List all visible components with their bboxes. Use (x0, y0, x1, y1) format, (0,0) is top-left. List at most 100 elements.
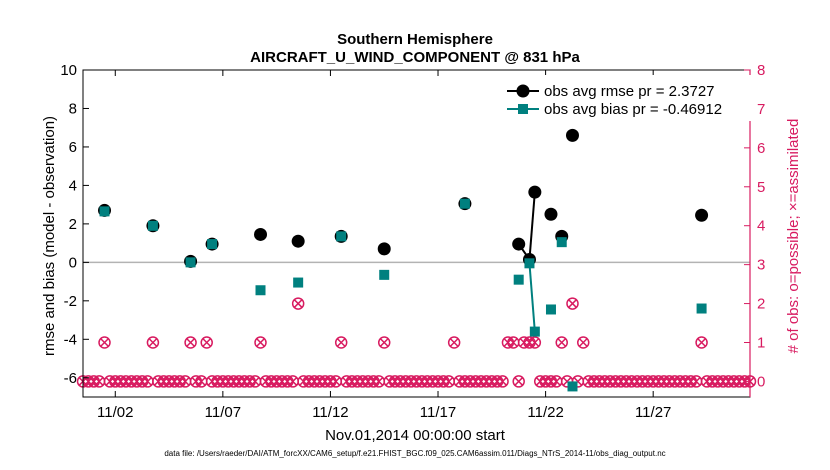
obs-count-possible (334, 336, 348, 349)
obs-count-zero-assimilated (180, 376, 190, 386)
obs-count-assimilated (508, 337, 518, 348)
bias-point (293, 277, 304, 288)
bias-point (255, 285, 266, 296)
x-tick-label: 11/12 (312, 404, 348, 421)
rmse-point (254, 227, 268, 241)
plot-area (83, 70, 750, 397)
obs-count-possible (254, 336, 267, 349)
y-tick-label: 2 (69, 216, 77, 233)
obs-count-possible (447, 336, 461, 349)
bias-point (524, 258, 535, 269)
obs-count-zero-assimilated (94, 376, 104, 386)
y-tick-label: 4 (69, 177, 77, 194)
obs-count-zero-assimilated (331, 376, 341, 386)
obs-count-assimilated (379, 337, 389, 348)
y-axis-label: rmse and bias (model - observation) (41, 116, 58, 356)
bias-point (545, 304, 556, 315)
obs-count-assimilated (697, 337, 707, 348)
plot-background (83, 70, 750, 397)
obs-count-assimilated (578, 337, 588, 348)
obs-count-possible (98, 336, 111, 349)
legend-rmse-label: obs avg rmse pr = 2.3727 (544, 83, 715, 100)
obs-count-possible (566, 297, 579, 310)
series-0-segment (528, 192, 536, 260)
obs-count-zero-possible (496, 375, 509, 388)
legend-bias-label: obs avg bias pr = -0.46912 (544, 101, 722, 118)
bias-point (185, 257, 196, 268)
legend-box (503, 75, 753, 121)
obs-count-possible (291, 297, 305, 310)
obs-count-zero-assimilated (196, 376, 206, 386)
legend-rmse-marker (516, 84, 530, 98)
obs-count-assimilated (336, 337, 346, 348)
y-tick-label: 8 (69, 100, 77, 117)
obs-count-possible (528, 336, 542, 349)
bias-point (99, 206, 110, 217)
rmse-point (291, 234, 305, 248)
obs-count-zero-assimilated (143, 376, 153, 386)
y-right-tick-label: 4 (757, 218, 765, 235)
obs-count-zero-possible (512, 375, 525, 388)
rmse-point (512, 237, 526, 251)
y-right-tick-label: 1 (757, 335, 765, 352)
obs-count-zero-assimilated (498, 376, 508, 386)
bias-point (556, 237, 567, 248)
obs-count-possible (184, 336, 197, 349)
chart-title-line-1: Southern Hemisphere (337, 31, 493, 48)
x-tick-label: 11/27 (635, 404, 671, 421)
y-tick-label: -6 (64, 370, 77, 387)
x-axis-label: Nov.01,2014 00:00:00 start (325, 427, 506, 444)
obs-count-assimilated (148, 337, 158, 348)
y-axis-right-label: # of obs: o=possible; ×=assimilated (785, 119, 802, 354)
obs-count-assimilated (449, 337, 459, 348)
y-tick-label: 0 (69, 254, 77, 271)
rmse-point (544, 207, 558, 221)
obs-count-zero-assimilated (250, 376, 260, 386)
obs-count-zero-assimilated (551, 376, 561, 386)
series-1-segment (528, 263, 536, 332)
bias-point (696, 303, 707, 314)
bias-point (513, 274, 524, 285)
y-tick-label: 6 (69, 139, 77, 156)
bias-point (379, 269, 390, 280)
bias-point (147, 220, 158, 231)
x-tick-label: 11/22 (527, 404, 563, 421)
obs-count-zero-assimilated (374, 376, 384, 386)
rmse-point (377, 242, 391, 256)
obs-count-assimilated (557, 337, 567, 348)
obs-count-zero-assimilated (444, 376, 454, 386)
y-right-tick-label: 7 (757, 101, 765, 118)
x-tick-label: 11/17 (420, 404, 456, 421)
obs-count-assimilated (202, 337, 212, 348)
obs-count-possible (146, 336, 160, 349)
rmse-point (695, 208, 709, 222)
y-tick-label: 10 (60, 62, 77, 79)
obs-count-possible (695, 336, 708, 349)
obs-count-assimilated (293, 299, 303, 309)
obs-count-markers (76, 297, 757, 388)
obs-count-assimilated (530, 337, 540, 348)
obs-count-zero-assimilated (288, 376, 298, 386)
bias-point (207, 239, 218, 250)
obs-count-possible (200, 336, 213, 349)
obs-count-possible (555, 336, 568, 349)
y-right-tick-label: 3 (757, 257, 765, 274)
y-right-tick-label: 5 (757, 179, 765, 196)
legend-bias-marker (518, 104, 528, 114)
rmse-point (565, 128, 579, 142)
x-tick-label: 11/02 (97, 404, 133, 421)
obs-count-assimilated (186, 337, 196, 348)
bias-point (529, 326, 540, 337)
footnote: data file: /Users/raeder/DAI/ATM_forcXX/… (164, 449, 665, 458)
x-tick-label: 11/07 (205, 404, 241, 421)
y-right-tick-label: 8 (757, 62, 765, 79)
y-right-tick-label: 6 (757, 140, 765, 157)
chart-title-line-2: AIRCRAFT_U_WIND_COMPONENT @ 831 hPa (250, 49, 580, 66)
bias-point (336, 231, 347, 242)
legend: obs avg rmse pr = 2.3727 obs avg bias pr… (503, 75, 753, 121)
obs-count-assimilated (567, 299, 578, 309)
obs-count-zero-assimilated (691, 376, 701, 386)
obs-count-possible (377, 336, 391, 349)
bias-point (459, 198, 470, 209)
